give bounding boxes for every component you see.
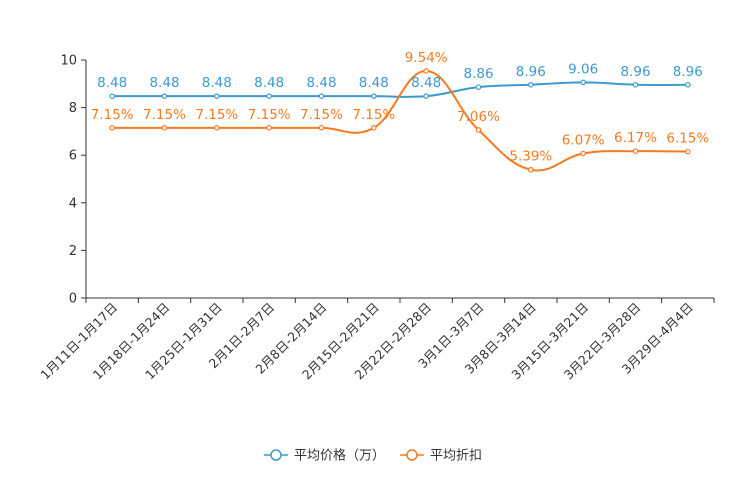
y-tick-label: 2	[69, 244, 77, 259]
data-point[interactable]	[109, 125, 115, 131]
data-label: 6.07%	[562, 133, 605, 149]
y-tick-label: 8	[69, 101, 77, 116]
data-point[interactable]	[423, 93, 429, 99]
data-label: 8.48	[97, 75, 127, 91]
data-label: 6.17%	[614, 130, 657, 146]
data-point[interactable]	[318, 125, 325, 131]
data-point[interactable]	[371, 125, 377, 131]
axes: 02468101月11日-1月17日1月18日-1月24日1月25日-1月31日…	[37, 54, 715, 382]
data-point[interactable]	[632, 81, 639, 88]
data-label: 8.96	[516, 64, 546, 80]
data-label: 8.48	[359, 75, 389, 91]
data-point[interactable]	[266, 125, 272, 131]
legend[interactable]: 平均价格（万） 平均折扣	[264, 448, 482, 464]
data-point[interactable]	[685, 81, 691, 88]
data-label: 8.86	[463, 66, 493, 82]
data-point[interactable]	[685, 148, 691, 155]
data-point[interactable]	[161, 93, 168, 99]
data-label: 7.15%	[352, 107, 395, 123]
data-label: 7.15%	[195, 107, 238, 123]
data-label: 8.48	[254, 75, 284, 91]
data-point[interactable]	[109, 93, 115, 99]
data-label: 7.15%	[143, 107, 186, 123]
legend-label: 平均价格（万）	[294, 448, 385, 464]
legend-item-0[interactable]: 平均价格（万）	[264, 448, 385, 464]
data-label: 8.96	[620, 64, 650, 80]
legend-item-1[interactable]: 平均折扣	[400, 449, 482, 464]
data-point[interactable]	[266, 93, 272, 99]
data-label: 7.15%	[300, 107, 343, 123]
data-point[interactable]	[371, 93, 377, 99]
data-point[interactable]	[528, 81, 534, 88]
data-point[interactable]	[580, 150, 586, 157]
data-point[interactable]	[214, 125, 220, 131]
legend-marker-icon	[406, 449, 418, 461]
data-label: 6.15%	[666, 131, 709, 147]
data-point[interactable]	[423, 68, 429, 74]
data-label: 5.39%	[509, 149, 552, 165]
data-point[interactable]	[161, 125, 168, 131]
series-layer	[109, 68, 691, 173]
data-label: 8.48	[149, 75, 179, 91]
data-label: 8.48	[306, 75, 336, 91]
data-point[interactable]	[318, 93, 325, 99]
data-label: 9.54%	[405, 50, 448, 66]
data-point[interactable]	[475, 127, 482, 133]
data-point[interactable]	[475, 84, 482, 90]
data-point[interactable]	[528, 166, 534, 173]
data-label: 8.48	[202, 75, 232, 91]
y-tick-label: 10	[60, 54, 77, 69]
data-labels: 8.48 8.48 8.48 8.48 8.48 8.48 8.48 8.86 8.96 9.06…	[91, 50, 710, 165]
legend-marker-icon	[270, 449, 282, 461]
data-label: 7.06%	[457, 109, 500, 125]
data-label: 8.48	[411, 75, 441, 91]
legend-label: 平均折扣	[430, 449, 482, 464]
data-label: 7.15%	[248, 107, 291, 123]
data-label: 8.96	[673, 64, 703, 80]
data-point[interactable]	[580, 79, 586, 86]
data-label: 7.15%	[91, 107, 134, 123]
y-tick-label: 0	[69, 292, 77, 307]
data-point[interactable]	[214, 93, 220, 99]
y-tick-label: 4	[69, 196, 77, 211]
y-tick-label: 6	[69, 149, 77, 164]
data-label: 9.06	[568, 61, 598, 77]
data-point[interactable]	[632, 148, 639, 154]
